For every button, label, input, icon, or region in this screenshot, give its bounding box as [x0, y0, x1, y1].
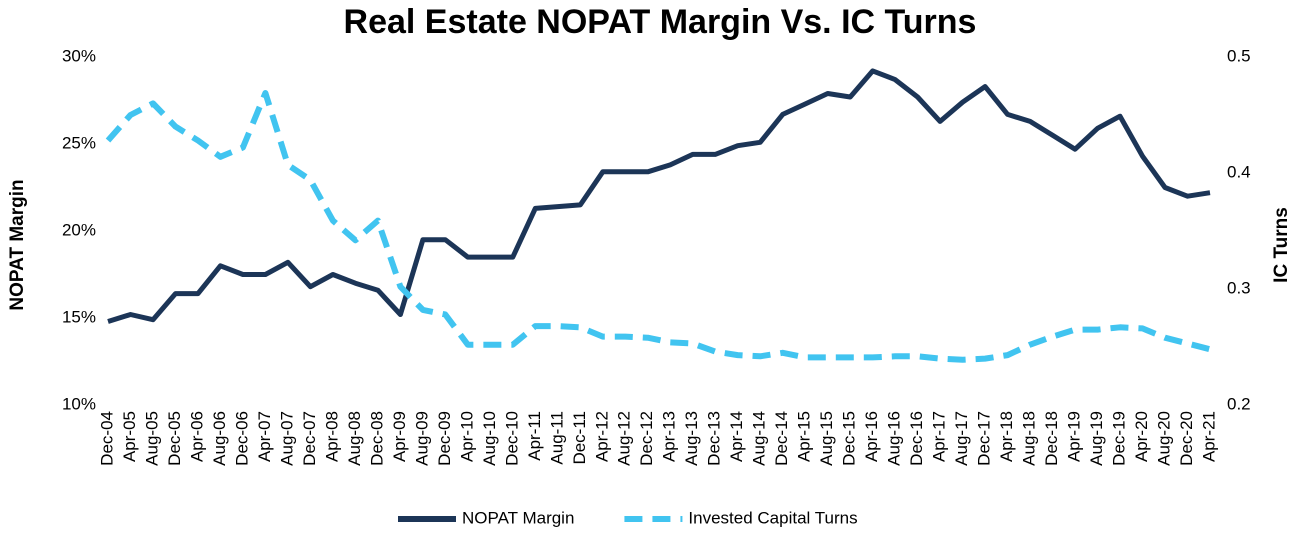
x-tick-label: Aug-20: [1155, 411, 1174, 466]
x-tick-label: Dec-20: [1177, 411, 1196, 466]
x-tick-label: Aug-13: [682, 411, 701, 466]
x-tick-label: Apr-13: [660, 411, 679, 462]
x-tick-label: Aug-05: [142, 411, 161, 466]
x-tick-label: Dec-09: [435, 411, 454, 466]
x-tick-label: Dec-04: [97, 411, 116, 466]
chart-title: Real Estate NOPAT Margin Vs. IC Turns: [344, 3, 977, 41]
y-tick-label: 10%: [62, 394, 96, 413]
x-tick-label: Apr-16: [862, 411, 881, 462]
x-tick-label: Dec-13: [705, 411, 724, 466]
x-tick-label: Aug-06: [210, 411, 229, 466]
legend-label: NOPAT Margin: [462, 508, 574, 527]
x-tick-label: Aug-15: [817, 411, 836, 466]
x-tick-label: Aug-08: [345, 411, 364, 466]
x-tick-label: Aug-09: [412, 411, 431, 466]
x-tick-label: Dec-07: [300, 411, 319, 466]
x-tick-label: Apr-07: [255, 411, 274, 462]
x-tick-label: Apr-09: [390, 411, 409, 462]
x-tick-label: Dec-16: [907, 411, 926, 466]
x-tick-label: Apr-14: [727, 411, 746, 462]
x-tick-label: Dec-05: [165, 411, 184, 466]
x-tick-label: Aug-07: [277, 411, 296, 466]
x-tick-label: Apr-10: [457, 411, 476, 462]
x-tick-label: Apr-05: [120, 411, 139, 462]
x-tick-label: Apr-11: [525, 411, 544, 461]
series-line: [107, 68, 1211, 324]
x-tick-label: Dec-19: [1110, 411, 1129, 466]
x-tick-label: Apr-21: [1199, 411, 1218, 462]
x-tick-label: Apr-20: [1132, 411, 1151, 462]
x-tick-label: Dec-11: [570, 411, 589, 465]
x-tick-label: Dec-18: [1042, 411, 1061, 466]
y2-tick-label: 0.3: [1227, 278, 1251, 297]
x-tick-label: Aug-10: [480, 411, 499, 466]
x-tick-label: Apr-08: [322, 411, 341, 462]
x-tick-label: Apr-19: [1065, 411, 1084, 462]
x-tick-label: Dec-08: [367, 411, 386, 466]
x-tick-label: Dec-12: [637, 411, 656, 466]
y-tick-label: 15%: [62, 307, 96, 326]
x-tick-label: Apr-12: [592, 411, 611, 462]
x-tick-label: Dec-17: [975, 411, 994, 466]
x-tick-label: Apr-06: [187, 411, 206, 462]
y-axis-label: NOPAT Margin: [7, 179, 28, 310]
x-tick-label: Aug-14: [750, 411, 769, 466]
x-tick-label: Apr-18: [997, 411, 1016, 462]
x-tick-label: Dec-14: [772, 411, 791, 466]
y2-axis-label: IC Turns: [1271, 207, 1292, 283]
x-tick-label: Dec-06: [232, 411, 251, 466]
y2-tick-label: 0.2: [1227, 394, 1251, 413]
x-tick-label: Aug-17: [952, 411, 971, 466]
x-tick-label: Dec-10: [502, 411, 521, 466]
y-tick-label: 20%: [62, 220, 96, 239]
y-tick-label: 30%: [62, 46, 96, 65]
x-tick-label: Apr-15: [795, 411, 814, 462]
x-tick-label: Aug-12: [615, 411, 634, 466]
x-tick-label: Aug-16: [885, 411, 904, 466]
x-tick-label: Apr-17: [930, 411, 949, 462]
y2-tick-label: 0.5: [1227, 46, 1251, 65]
x-tick-label: Aug-19: [1087, 411, 1106, 466]
legend-label: Invested Capital Turns: [688, 508, 857, 527]
y2-tick-label: 0.4: [1227, 162, 1251, 181]
x-tick-label: Aug-11: [547, 411, 566, 465]
y-tick-label: 25%: [62, 133, 96, 152]
series-line: [105, 90, 1211, 363]
x-tick-label: Aug-18: [1020, 411, 1039, 466]
x-tick-label: Dec-15: [840, 411, 859, 466]
